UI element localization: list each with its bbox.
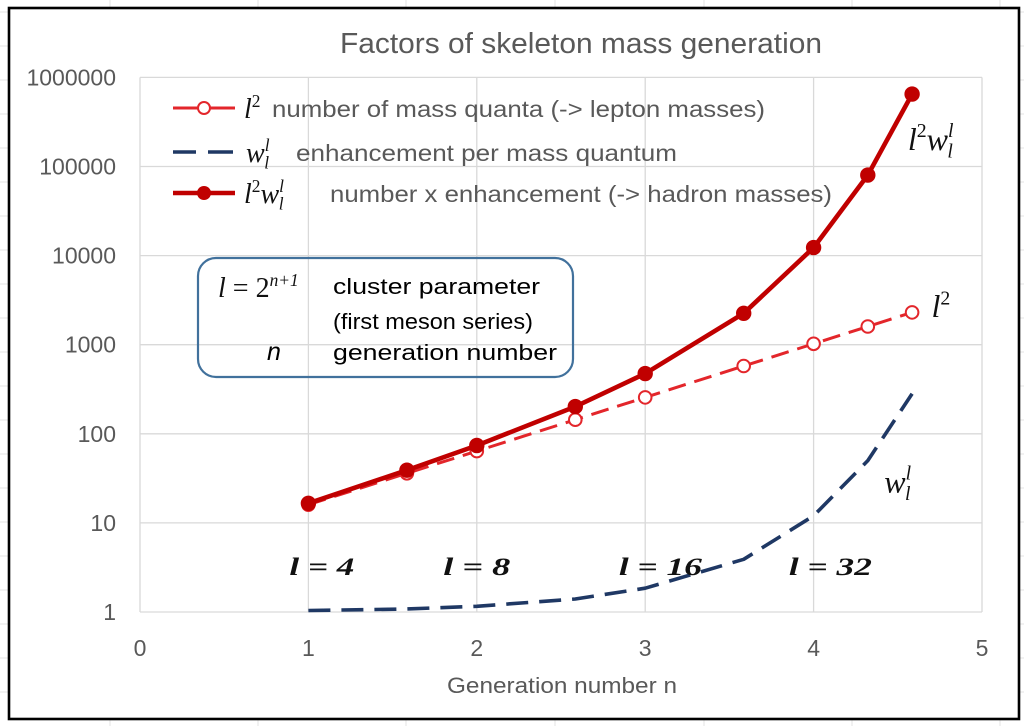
- series-end-label-l2w-base-glyph: w: [927, 121, 949, 157]
- series-end-label-l2w-base-glyph: l: [908, 121, 917, 157]
- annotation-label: l = 16: [619, 554, 703, 581]
- series-end-label-w-sup-glyph: l: [906, 463, 912, 485]
- series-end-label-w-sub-glyph: l: [905, 483, 911, 505]
- legend-marker-filled-circle: [197, 186, 211, 200]
- legend-label: number x enhancement (-> hadron masses): [330, 181, 832, 207]
- legend-symbol-w-base-glyph: w: [246, 138, 265, 169]
- info-box-formula-note: (first meson series): [333, 309, 533, 334]
- annotation-label: l = 4: [289, 554, 354, 581]
- legend-label: enhancement per mass quantum: [296, 140, 677, 166]
- y-tick-label: 1000: [65, 332, 116, 358]
- x-tick-label: 3: [639, 635, 652, 661]
- cluster-parameter-formula-base-glyph: 2: [256, 273, 270, 304]
- data-point-l2: [904, 305, 920, 320]
- legend-entry-w: wl l enhancement per mass quantum: [173, 135, 677, 173]
- series-end-label-l2-sup-glyph: 2: [940, 287, 950, 309]
- cluster-parameter-formula-base-glyph: =: [226, 273, 256, 304]
- y-axis-tick-labels: 1 10 100 1000 10000 100000 1000000: [26, 64, 116, 625]
- legend-symbol-l2w-sup-glyph: 2: [252, 176, 261, 196]
- legend-symbol-w-sub-glyph: l: [264, 153, 269, 173]
- series-end-label-l2-base-glyph: l: [932, 288, 941, 324]
- series-end-label-l2w-sup-glyph: 2: [917, 120, 927, 142]
- cluster-parameter-formula: l = 2n+1: [218, 270, 299, 304]
- chart-title: Factors of skeleton mass generation: [340, 28, 822, 60]
- annotation-label: l = 32: [789, 554, 872, 581]
- data-point-l2: [860, 319, 876, 334]
- x-tick-label: 2: [470, 635, 483, 661]
- legend-symbol-l2w-base-glyph: w: [260, 179, 279, 210]
- series-end-label-l2w-sup-glyph: l: [948, 120, 954, 142]
- y-tick-label: 100: [78, 421, 116, 447]
- series-layer: [300, 86, 920, 613]
- legend-symbol-l2: l2: [244, 91, 260, 125]
- plot-gridlines: [139, 76, 983, 613]
- legend-entry-l2: l2 number of mass quanta (-> lepton masse…: [173, 91, 765, 125]
- series-end-label-w-base-glyph: w: [884, 463, 906, 499]
- data-point-l2w: [399, 462, 415, 478]
- data-point-l2w: [860, 167, 876, 183]
- y-tick-label: 1000000: [26, 64, 116, 90]
- series-end-label-l2w: l2wl l: [908, 120, 954, 163]
- data-point-l2w: [805, 239, 822, 256]
- legend-marker-open-circle: [197, 101, 211, 115]
- cluster-parameter-formula-base-glyph: l: [218, 273, 226, 304]
- legend-symbol-l2-sup-glyph: 2: [252, 91, 261, 111]
- annotations: l = 4 l = 8 l = 16 l = 32: [289, 554, 872, 581]
- info-box-formula: l = 2n+1: [218, 270, 299, 304]
- data-point-l2w: [637, 365, 653, 382]
- series-line-w: [308, 392, 914, 613]
- series-end-label-l2w-sub-glyph: l: [947, 141, 953, 163]
- info-box-n-symbol: n: [267, 338, 281, 366]
- x-axis-tick-labels: 0 1 2 3 4 5: [134, 635, 989, 661]
- y-tick-label: 100000: [39, 154, 116, 180]
- legend-symbol-l2w-sub-glyph: l: [279, 194, 284, 214]
- legend-label: number of mass quanta (-> lepton masses): [272, 96, 765, 122]
- legend-symbol-l2w-base-glyph: l: [244, 179, 252, 210]
- info-box: l = 2n+1 cluster parameter (first meson …: [196, 256, 575, 379]
- info-box-n-description: generation number: [333, 340, 557, 365]
- x-tick-label: 4: [807, 635, 820, 661]
- legend-symbol-l2-base-glyph: l: [244, 94, 252, 125]
- series-l2w: [300, 86, 920, 511]
- data-point-l2w: [736, 305, 752, 321]
- chart-frame: [7, 6, 1021, 721]
- legend: l2 number of mass quanta (-> lepton masse…: [173, 91, 832, 214]
- series-end-label-l2: l2: [932, 287, 951, 324]
- legend-symbol-l2w: l2wl l: [244, 176, 284, 214]
- data-point-l2: [568, 412, 583, 428]
- data-point-l2w: [904, 86, 920, 102]
- series-end-label-w: wl l: [884, 463, 911, 506]
- legend-symbol-w: wl l: [246, 135, 270, 173]
- cluster-parameter-formula-sup-glyph: n+1: [270, 270, 299, 290]
- x-axis-label: Generation number n: [447, 673, 677, 698]
- data-point-l2w: [300, 495, 317, 511]
- data-point-l2w: [469, 437, 485, 454]
- data-point-l2w: [567, 398, 583, 415]
- y-tick-label: 10000: [52, 243, 116, 269]
- x-tick-label: 5: [976, 635, 989, 661]
- y-tick-label: 10: [90, 510, 116, 536]
- info-box-border: [196, 256, 575, 379]
- legend-symbol-w-sup-glyph: l: [265, 135, 270, 155]
- data-point-l2: [637, 390, 653, 405]
- info-box-formula-description: cluster parameter: [333, 274, 540, 299]
- data-point-l2: [736, 358, 752, 374]
- x-tick-label: 0: [134, 635, 147, 661]
- y-tick-label: 1: [103, 599, 116, 625]
- series-w: [308, 392, 914, 613]
- legend-symbol-l2w-sup-glyph: l: [279, 176, 284, 196]
- x-tick-label: 1: [302, 635, 315, 661]
- legend-entry-l2w: l2wl l number x enhancement (-> hadron mas…: [173, 176, 832, 214]
- annotation-label: l = 8: [443, 554, 511, 581]
- data-point-l2: [806, 336, 821, 352]
